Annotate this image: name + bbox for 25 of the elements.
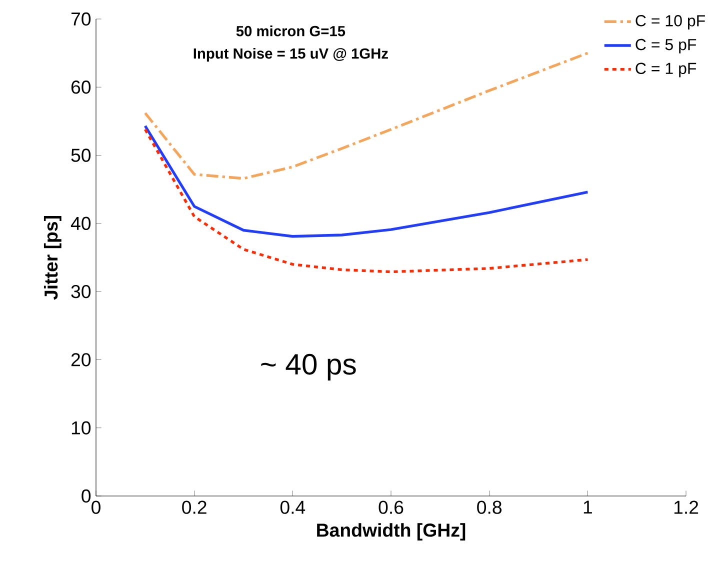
annotation: Input Noise = 15 uV @ 1GHz — [194, 48, 388, 62]
legend-label: C = 1 pF — [636, 62, 696, 78]
y-tick-label: 70 — [71, 12, 91, 26]
y-tick-label: 60 — [71, 80, 91, 94]
legend-label: C = 5 pF — [636, 38, 696, 54]
x-tick-label: 0.8 — [477, 500, 502, 514]
y-axis-title: Jitter [ps] — [44, 216, 62, 300]
line-series — [144, 128, 590, 274]
y-tick-label: 20 — [71, 353, 91, 366]
legend-label: C = 10 pF — [636, 15, 705, 30]
x-tick-label: 0.4 — [280, 500, 306, 514]
y-tick-label: 10 — [72, 421, 91, 434]
x-tick-label: 0.6 — [378, 500, 404, 514]
y-tick-label: 40 — [70, 216, 91, 230]
x-tick-label: 0.2 — [182, 500, 206, 514]
line-series — [144, 124, 590, 238]
y-tick-label: 0 — [82, 489, 91, 503]
x-axis-title: Bandwidth [GHz] — [317, 523, 466, 540]
x-tick-label: 0 — [92, 500, 100, 514]
x-tick-label: 1 — [584, 500, 592, 514]
y-tick-label: 50 — [71, 148, 91, 162]
x-tick-label: 1.2 — [674, 500, 698, 514]
y-tick-label: 30 — [71, 284, 91, 298]
annotation: ~ 40 ps — [261, 354, 356, 380]
annotation: 50 micron G=15 — [236, 26, 346, 36]
